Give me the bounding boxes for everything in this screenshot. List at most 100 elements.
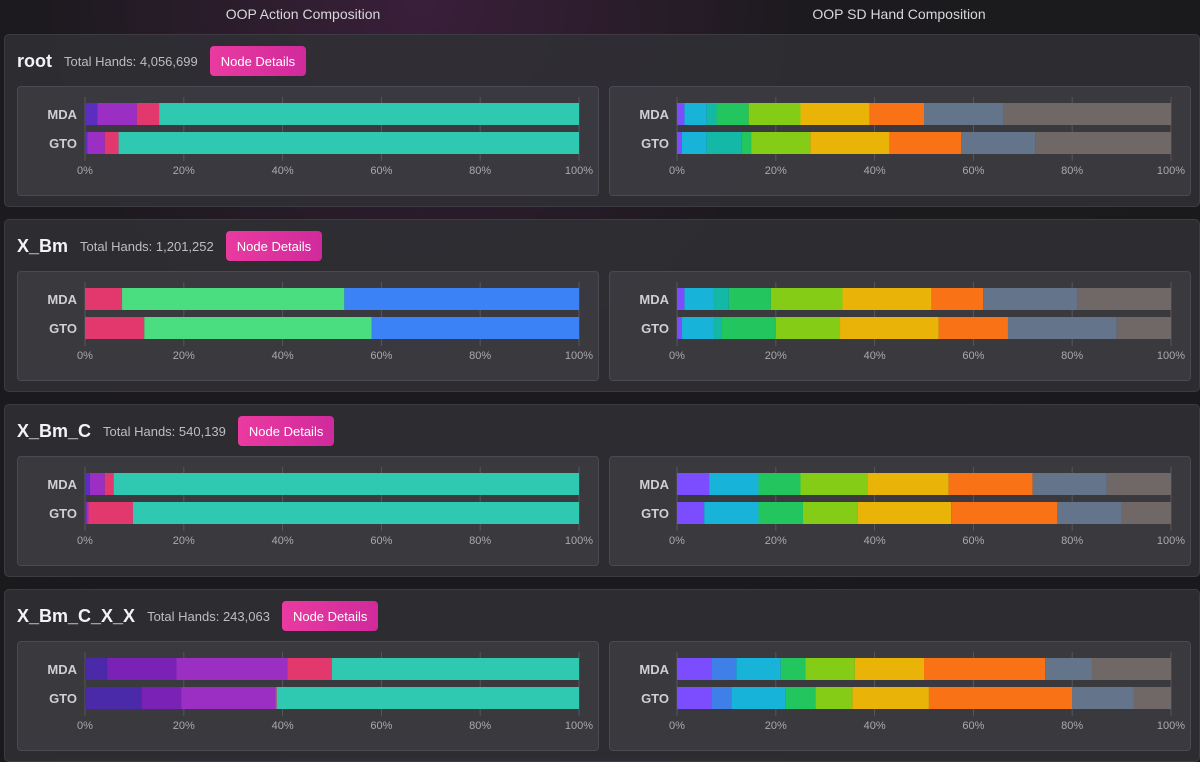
category-label: MDA [639, 107, 669, 122]
bar-segment [758, 473, 801, 495]
node-details-button[interactable]: Node Details [281, 601, 379, 631]
bar-segment [800, 103, 870, 125]
x-tick-label: 40% [864, 350, 886, 362]
bar-segment [104, 473, 114, 495]
bar-segment [852, 687, 929, 709]
x-tick-label: 20% [765, 165, 787, 177]
bar-segment [684, 288, 715, 310]
bar-segment [87, 132, 105, 154]
action-composition-chart: MDA GTO 0% 20% 40% 60% 80% 100% [17, 456, 599, 566]
bar-segment [371, 317, 579, 339]
bar-segment [704, 502, 759, 524]
bar-segment [924, 658, 1046, 680]
hand-composition-chart: MDA GTO 0% 20% 40% 60% 80% 100% [609, 86, 1191, 196]
total-hands: Total Hands: 1,201,252 [80, 238, 214, 254]
x-tick-label: 40% [272, 165, 294, 177]
node-name: X_Bm_C_X_X [17, 605, 136, 626]
x-tick-label: 100% [1157, 165, 1185, 177]
node-details-button[interactable]: Node Details [209, 46, 307, 76]
category-label: GTO [49, 506, 77, 521]
bar-segment [287, 658, 332, 680]
node-details-button[interactable]: Node Details [237, 416, 335, 446]
node-details-button[interactable]: Node Details [225, 231, 323, 261]
bar-segment [677, 103, 685, 125]
bar-segment [938, 317, 1008, 339]
x-tick-label: 100% [565, 165, 593, 177]
x-tick-label: 40% [864, 535, 886, 547]
bar-segment [810, 132, 890, 154]
node-name: X_Bm_C [17, 420, 92, 441]
action-composition-chart: MDA GTO 0% 20% 40% 60% 80% 100% [17, 641, 599, 751]
x-tick-label: 100% [565, 350, 593, 362]
bar-segment [770, 288, 843, 310]
x-tick-label: 40% [864, 720, 886, 732]
x-tick-label: 100% [565, 720, 593, 732]
bar-segment [104, 132, 119, 154]
bar-segment [857, 502, 952, 524]
bar-segment [85, 132, 88, 154]
bar-segment [85, 687, 142, 709]
node-section: X_Bm_C Total Hands: 540,139 Node Details MD… [4, 404, 1200, 577]
bar-segment [714, 288, 729, 310]
x-tick-label: 80% [469, 535, 491, 547]
category-label: MDA [639, 477, 669, 492]
bar-segment [1072, 687, 1134, 709]
category-label: GTO [641, 321, 669, 336]
node-section: X_Bm_C_X_X Total Hands: 243,063 Node Detai… [4, 589, 1200, 762]
x-tick-label: 80% [1061, 535, 1083, 547]
bar-segment [709, 473, 759, 495]
x-tick-label: 100% [1157, 535, 1185, 547]
bar-segment [1057, 502, 1122, 524]
bar-segment [144, 317, 372, 339]
x-tick-label: 60% [962, 720, 984, 732]
x-tick-label: 60% [370, 535, 392, 547]
bar-segment [681, 317, 715, 339]
category-label: GTO [49, 691, 77, 706]
x-tick-label: 60% [370, 350, 392, 362]
category-label: MDA [47, 477, 77, 492]
bar-segment [721, 317, 776, 339]
x-tick-label: 40% [272, 350, 294, 362]
x-tick-label: 100% [565, 535, 593, 547]
bar-segment [141, 687, 182, 709]
node-section: X_Bm Total Hands: 1,201,252 Node Details MD… [4, 219, 1200, 392]
bar-segment [677, 132, 682, 154]
bar-segment [889, 132, 962, 154]
bar-segment [961, 132, 1036, 154]
bar-segment [840, 317, 939, 339]
bar-segment [800, 473, 868, 495]
bar-segment [677, 687, 712, 709]
action-composition-chart: MDA GTO 0% 20% 40% 60% 80% 100% [17, 86, 599, 196]
bar-segment [136, 103, 160, 125]
bar-segment [736, 658, 781, 680]
bar-segment [275, 687, 277, 709]
bar-segment [815, 687, 853, 709]
total-hands: Total Hands: 243,063 [147, 608, 270, 624]
node-section: root Total Hands: 4,056,699 Node Details MD… [4, 34, 1200, 207]
hand-chart-svg: MDA GTO 0% 20% 40% 60% 80% 100% [639, 652, 1185, 732]
x-tick-label: 80% [1061, 350, 1083, 362]
node-name: root [17, 50, 52, 71]
bar-segment [677, 473, 710, 495]
bar-segment [714, 317, 722, 339]
bar-segment [85, 317, 145, 339]
hand-chart-svg: MDA GTO 0% 20% 40% 60% 80% 100% [639, 467, 1185, 547]
bar-segment [775, 317, 841, 339]
category-label: MDA [47, 662, 77, 677]
bar-segment [1077, 288, 1171, 310]
bar-segment [842, 288, 932, 310]
category-label: MDA [47, 107, 77, 122]
bar-segment [681, 132, 707, 154]
bar-segment [677, 288, 685, 310]
bar-segment [684, 103, 707, 125]
x-tick-label: 0% [77, 350, 93, 362]
x-tick-label: 0% [77, 165, 93, 177]
hand-composition-chart: MDA GTO 0% 20% 40% 60% 80% 100% [609, 641, 1191, 751]
total-hands: Total Hands: 540,139 [103, 423, 226, 439]
bar-segment [1106, 473, 1171, 495]
bar-segment [85, 502, 87, 524]
x-tick-label: 20% [173, 720, 195, 732]
x-tick-label: 80% [1061, 165, 1083, 177]
x-tick-label: 0% [669, 350, 685, 362]
x-tick-label: 80% [469, 350, 491, 362]
